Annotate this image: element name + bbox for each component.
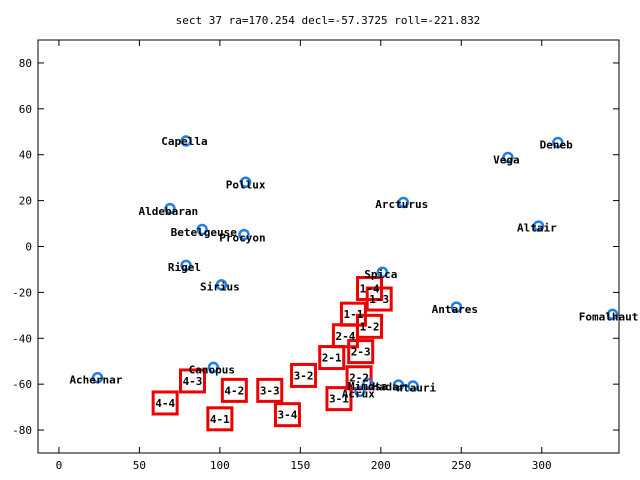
y-tick-label: 60: [19, 103, 32, 116]
star-label-deneb: Deneb: [540, 138, 573, 151]
x-tick-label: 300: [532, 459, 552, 472]
x-tick-label: 250: [451, 459, 471, 472]
y-tick-label: -80: [12, 424, 32, 437]
sector-label-3-4: 3-4: [278, 409, 298, 422]
sector-label-2-1: 2-1: [322, 352, 342, 365]
sector-box-4-2: [220, 377, 248, 403]
star-marker-arcturus: [397, 196, 410, 209]
x-tick-label: 50: [133, 459, 146, 472]
chart-title: sect 37 ra=170.254 decl=-57.3725 roll=-2…: [176, 14, 481, 27]
y-tick-label: -20: [12, 286, 32, 299]
sector-label-3-1: 3-1: [329, 393, 349, 406]
star-label-procyon: Procyon: [219, 231, 265, 244]
sector-label-1-2: 1-2: [360, 320, 380, 333]
sector-label-1-4: 1-4: [360, 282, 380, 295]
star-marker-rigel: [180, 259, 192, 272]
star-marker-antares: [450, 301, 463, 313]
star-label-arcturus: Arcturus: [375, 198, 428, 211]
star-label-mimosa: Mimosa: [348, 380, 388, 393]
sector-box-2-4: [331, 323, 359, 349]
sector-box-3-3: [256, 377, 284, 403]
sector-label-1-3: 1-3: [369, 293, 389, 306]
star-label-betelgeuse: Betelgeuse: [171, 226, 238, 239]
y-tick-label: 40: [19, 149, 32, 162]
star-marker-capella: [180, 135, 192, 147]
star-marker-acrux: [354, 385, 366, 398]
sector-box-4-4: [151, 390, 179, 416]
star-marker-achernar: [91, 371, 104, 384]
star-label-spica: Spica: [364, 268, 397, 281]
sector-label-1-1: 1-1: [344, 308, 364, 321]
star-label-rigil-kentaurus: ntauri: [396, 382, 436, 395]
sector-labels: 1-11-2 1-31-4 2-1 2-2 2-3 2-4 3-1 3-2 3-3 3-4 4-1 4…: [155, 282, 389, 425]
star-label-rigel: Rigel: [168, 261, 201, 274]
y-tick-label: 80: [19, 57, 32, 70]
x-tick-label: 100: [210, 459, 230, 472]
sector-label-2-2: 2-2: [349, 372, 369, 385]
star-marker-canopus: [207, 361, 220, 374]
sector-label-4-4: 4-4: [155, 397, 175, 410]
sector-label-2-3: 2-3: [351, 346, 371, 359]
star-label-aldebaran: Aldebaran: [139, 205, 199, 218]
star-marker-fomalhaut: [606, 308, 619, 321]
star-label-altair: Altair: [517, 221, 557, 234]
sector-box-3-2: [290, 362, 318, 388]
star-label-acrux: Acrux: [342, 387, 375, 400]
sector-box-3-1: [325, 386, 353, 412]
sector-label-4-1: 4-1: [210, 413, 230, 426]
star-marker-altair: [532, 220, 545, 232]
star-label-capella: Capella: [161, 135, 207, 148]
sector-label-3-2: 3-2: [294, 369, 314, 382]
plot-frame: [37, 39, 620, 454]
star-marker-spica: [376, 266, 389, 278]
y-tick-label: 20: [19, 195, 32, 208]
x-tick-label: 0: [56, 459, 63, 472]
star-label-hadar: Hadar: [372, 380, 405, 393]
star-marker-sirius: [215, 279, 228, 291]
sector-boxes: [151, 275, 393, 432]
y-tick-label: 0: [25, 241, 32, 254]
sector-label-4-3: 4-3: [183, 375, 203, 388]
sector-label-2-4: 2-4: [335, 330, 355, 343]
star-marker-aldebaran: [164, 202, 176, 215]
star-label-antares: Antares: [432, 303, 478, 316]
star-marker-rigil-kentaurus: [407, 380, 419, 392]
sector-box-2-1: [318, 345, 346, 371]
star-marker-procyon: [238, 228, 250, 241]
star-marker-betelgeuse: [196, 223, 208, 236]
sector-box-4-1: [206, 406, 234, 432]
star-marker-pollux: [239, 176, 252, 189]
star-markers: [91, 135, 619, 398]
star-label-sirius: Sirius: [200, 281, 240, 294]
y-tick-label: -60: [12, 378, 32, 391]
y-axis: -80 -60 -40 -20 0 20 40 60 80: [12, 57, 619, 437]
sector-box-1-4: [356, 275, 384, 301]
star-marker-vega: [502, 151, 514, 164]
x-axis: 0 50 100 150 200 250 300: [56, 40, 552, 472]
sector-box-2-3: [347, 339, 375, 365]
star-label-fomalhaut: Fomalhaut: [579, 310, 639, 323]
x-tick-label: 150: [290, 459, 310, 472]
star-marker-hadar: [392, 379, 405, 391]
sector-box-4-3: [179, 368, 207, 394]
sector-box-3-4: [273, 402, 301, 428]
sector-label-4-2: 4-2: [224, 384, 244, 397]
star-label-vega: Vega: [493, 153, 520, 166]
star-marker-mimosa: [362, 377, 374, 390]
x-tick-label: 200: [371, 459, 391, 472]
star-marker-deneb: [552, 136, 564, 149]
star-label-achernar: Achernar: [69, 374, 122, 387]
y-tick-label: -40: [12, 332, 32, 345]
star-label-canopus: Canopus: [189, 363, 235, 376]
sector-label-3-3: 3-3: [260, 384, 280, 397]
sector-box-2-2: [345, 365, 373, 391]
star-label-pollux: Pollux: [226, 179, 266, 192]
